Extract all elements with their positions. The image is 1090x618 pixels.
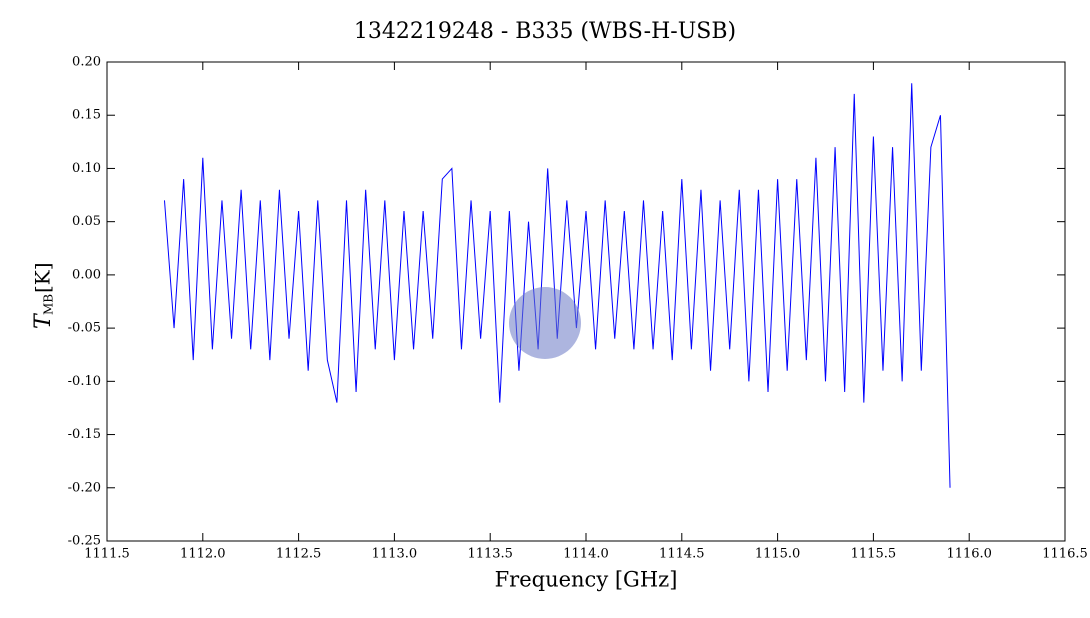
chart-title: 1342219248 - B335 (WBS-H-USB) (354, 19, 736, 44)
x-tick-label: 1116.5 (1042, 547, 1088, 562)
y-tick-label: 0.10 (72, 161, 101, 176)
y-tick-label: 0.00 (72, 267, 101, 282)
y-tick-label: -0.10 (68, 374, 101, 389)
plot (163, 83, 951, 488)
y-tick-label: 0.05 (72, 214, 101, 229)
y-axis-label: T MB [K] (31, 262, 57, 329)
y-tick-label: -0.15 (68, 427, 101, 442)
x-tick-label: 1111.5 (84, 547, 130, 562)
y-tick-label: 0.20 (72, 55, 101, 70)
x-axis-label: Frequency [GHz] (495, 568, 678, 592)
x-tick-label: 1112.0 (180, 547, 226, 562)
y-tick-label: -0.25 (68, 534, 101, 549)
x-tick-label: 1113.0 (372, 547, 418, 562)
x-tick-label: 1116.0 (946, 547, 992, 562)
y-tick-label: -0.05 (68, 321, 101, 336)
plot-frame (106, 61, 1066, 542)
y-tick-label: -0.20 (68, 480, 101, 495)
y-label-symbol: T (31, 312, 56, 329)
x-tick-label: 1114.5 (659, 547, 705, 562)
y-label-unit: [K] (31, 262, 55, 293)
logo-watermark (509, 287, 581, 359)
x-tick-label: 1114.0 (563, 547, 609, 562)
x-tick-label: 1115.0 (755, 547, 801, 562)
y-label-subscript: MB (42, 294, 56, 315)
spectrum-line (163, 83, 951, 488)
x-tick-label: 1112.5 (276, 547, 322, 562)
x-tick-label: 1113.5 (467, 547, 513, 562)
y-tick-label: 0.15 (72, 108, 101, 123)
x-tick-label: 1115.5 (851, 547, 897, 562)
